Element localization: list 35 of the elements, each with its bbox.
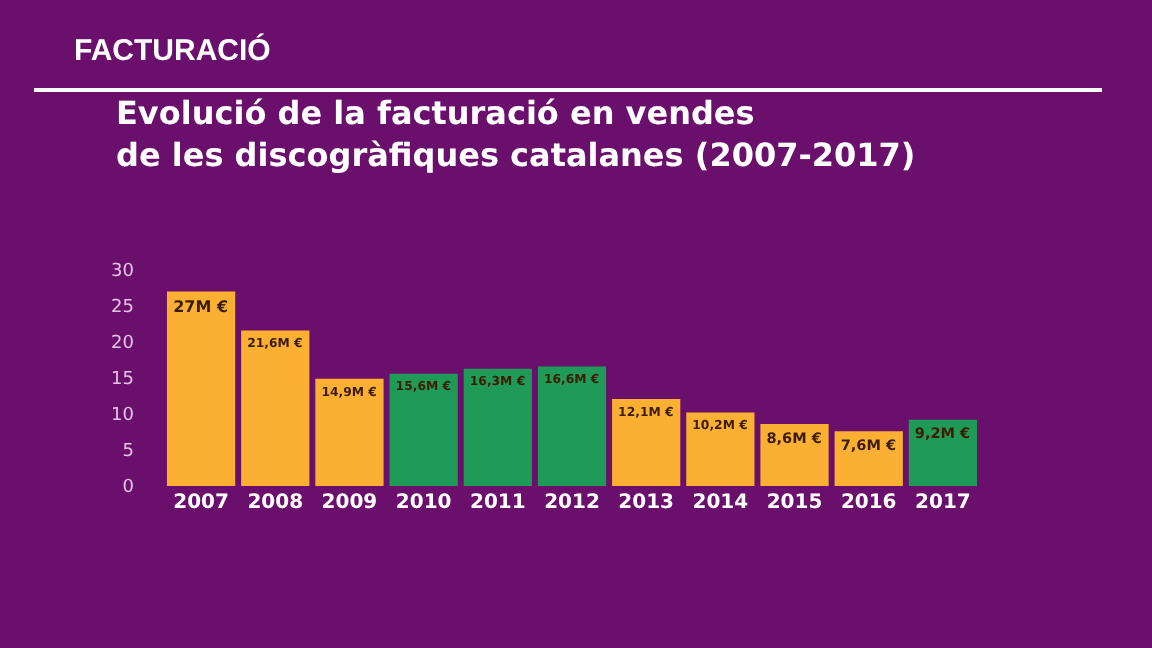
bar xyxy=(389,373,458,486)
y-tick-label: 0 xyxy=(122,478,135,499)
data-label: 9,2M € xyxy=(914,424,971,443)
data-label: 27M € xyxy=(173,297,229,316)
x-tick-label: 2009 xyxy=(321,492,378,514)
data-label: 8,6M € xyxy=(766,428,822,447)
y-tick-label: 30 xyxy=(111,262,135,283)
bar xyxy=(760,424,829,486)
x-tick-label: 2012 xyxy=(544,492,600,514)
y-tick-label: 25 xyxy=(111,298,134,319)
x-tick-label: 2014 xyxy=(692,492,749,514)
bar xyxy=(834,431,903,486)
x-tick-label: 2017 xyxy=(915,492,971,514)
bar xyxy=(463,368,532,486)
bar xyxy=(166,291,236,486)
x-tick-label: 2011 xyxy=(469,492,526,514)
y-tick-label: 20 xyxy=(111,334,135,355)
bar xyxy=(537,366,607,486)
data-label: 7,6M € xyxy=(840,436,897,455)
x-tick-label: 2010 xyxy=(395,492,452,514)
bar xyxy=(241,330,310,486)
x-tick-label: 2016 xyxy=(840,492,897,514)
chart-title: Evolució de la facturació en vendes de les discogràfiques catalanes (2007-2017) xyxy=(116,94,916,174)
bar xyxy=(686,412,755,486)
y-tick-label: 5 xyxy=(122,442,134,463)
x-tick-label: 2007 xyxy=(173,492,229,514)
x-tick-label: 2015 xyxy=(766,492,823,514)
bar xyxy=(612,398,681,486)
x-tick-label: 2013 xyxy=(618,492,675,514)
text: FACTURACIÓ xyxy=(74,32,272,68)
y-tick-label: 10 xyxy=(111,406,135,427)
x-tick-label: 2008 xyxy=(247,492,304,514)
bar xyxy=(908,419,978,486)
bar xyxy=(315,378,384,486)
y-tick-label: 15 xyxy=(111,370,134,391)
